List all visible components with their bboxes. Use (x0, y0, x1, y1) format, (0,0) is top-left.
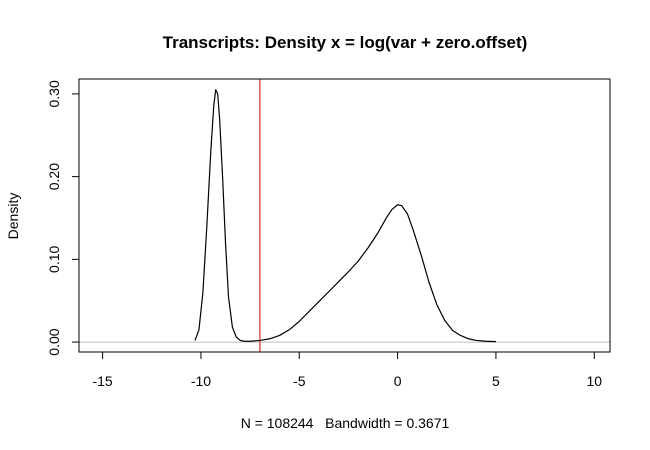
chart-title: Transcripts: Density x = log(var + zero.… (163, 33, 528, 52)
x-tick-label: -5 (293, 373, 306, 389)
y-tick-label: 0.10 (46, 246, 62, 273)
y-axis: 0.00 0.10 0.20 0.30 (46, 80, 80, 356)
x-axis: -15 -10 -5 0 5 10 (92, 351, 602, 389)
y-tick-label: 0.30 (46, 80, 62, 107)
x-tick-label: 10 (586, 373, 602, 389)
y-tick-label: 0.20 (46, 163, 62, 190)
x-tick-label: -10 (191, 373, 211, 389)
x-tick-label: 5 (492, 373, 500, 389)
density-curve (194, 89, 496, 343)
y-axis-label: Density (5, 193, 21, 240)
x-tick-label: 0 (394, 373, 402, 389)
y-tick-label: 0.00 (46, 328, 62, 355)
x-tick-label: -15 (92, 373, 112, 389)
plot-frame (78, 78, 611, 353)
x-axis-label: N = 108244 Bandwidth = 0.3671 (241, 415, 450, 431)
